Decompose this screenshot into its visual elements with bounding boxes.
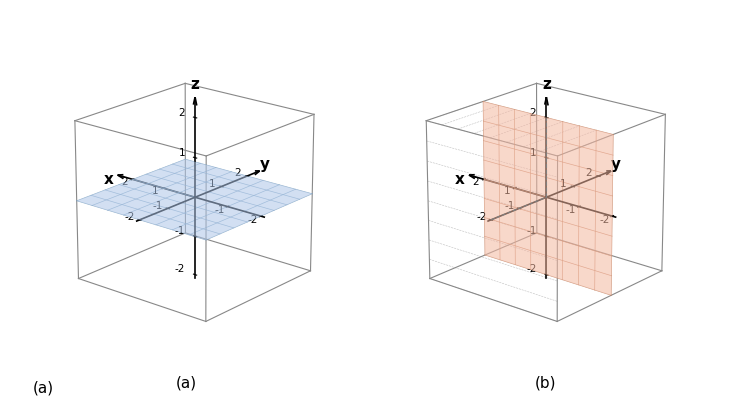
Text: (b): (b) [534, 376, 556, 391]
Text: (a): (a) [176, 376, 197, 391]
